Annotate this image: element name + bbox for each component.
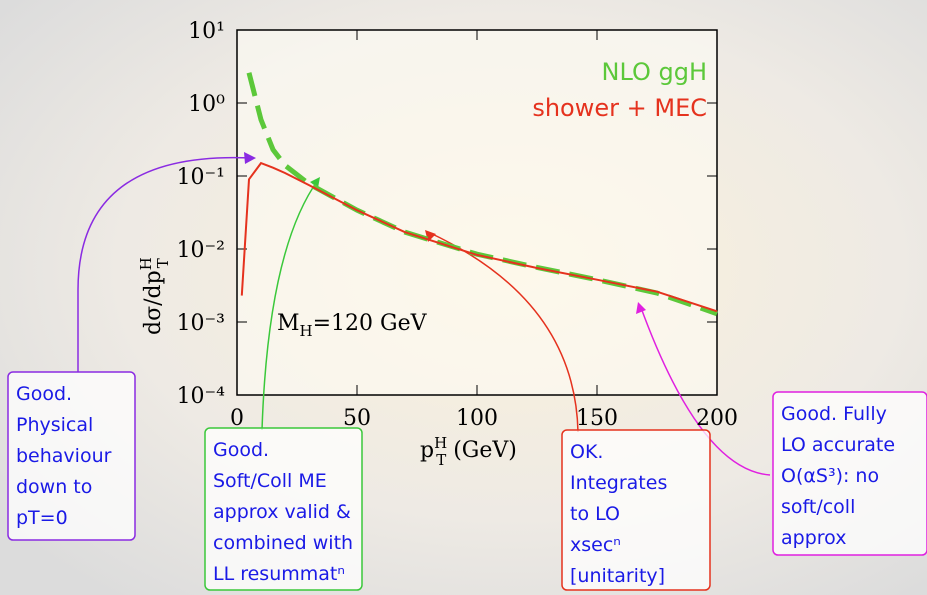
callout-text: approx valid & [213,501,351,523]
callout-text: approx [781,527,846,549]
y-tick-label: 10⁻⁴ [177,384,226,409]
callout-text: Good. [213,439,269,461]
callout-text: xsecⁿ [570,534,621,556]
y-tick-label: 10⁻² [177,238,225,263]
label-main: p [420,438,434,463]
y-tick-label: 10⁻¹ [177,165,225,190]
callout-text: O(αS³): no [781,465,879,487]
callout-text: Good. [16,383,72,405]
label-main: dσ/dp [141,270,166,335]
y-tick-label: 10⁰ [188,92,225,117]
callout-text: Good. Fully [781,403,887,425]
label-sub: H [300,322,313,340]
legend-entry: shower + MEC [532,94,707,122]
callout-text: Integrates [570,472,667,494]
callout-text: LL resummatⁿ [213,563,345,585]
callout-text: OK. [570,441,603,463]
legend-entry: NLO ggH [601,58,707,86]
x-tick-label: 100 [456,406,498,431]
callout-text: behaviour [16,445,112,467]
x-tick-label: 200 [696,406,738,431]
x-tick-label: 150 [576,406,618,431]
label-rest: (GeV) [446,438,517,463]
callout-text: Soft/Coll ME [213,470,327,492]
callout-text: [unitarity] [570,565,665,587]
y-tick-label: 10⁻³ [177,311,225,336]
y-tick-label: 10¹ [188,19,225,44]
callout-text: soft/coll [781,496,855,518]
callout-text: down to [16,476,92,498]
slide: 10¹10⁰10⁻¹10⁻²10⁻³10⁻⁴050100150200dσ/dpH… [0,0,927,595]
label-main: M [277,311,300,336]
page: 10¹10⁰10⁻¹10⁻²10⁻³10⁻⁴050100150200dσ/dpH… [0,0,927,595]
label-rest: =120 GeV [313,311,428,336]
label-sub: T [154,258,172,268]
callout-text: LO accurate [781,434,895,456]
label-sub: T [436,451,446,469]
callout-text: Physical [16,414,93,436]
callout-text: combined with [213,532,353,554]
label-sup: H [137,257,155,270]
callout-text: pT=0 [16,507,68,529]
callout-text: to LO [570,503,620,525]
